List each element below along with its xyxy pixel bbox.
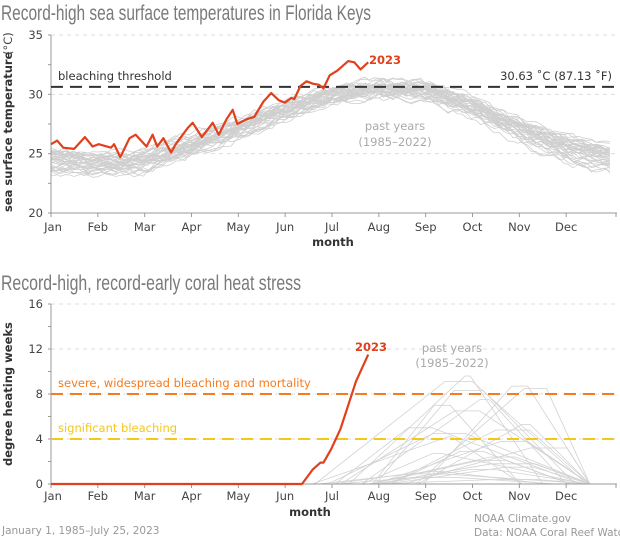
- sst-past-year-line: [50, 91, 610, 176]
- sst-past-year-line: [50, 79, 610, 167]
- sst-2023-line: [50, 60, 369, 159]
- sst-past-years-lines: [50, 76, 611, 178]
- x-tick-label-aug: Aug: [368, 220, 390, 234]
- x-tick-label-jan: Jan: [43, 489, 62, 503]
- significant-bleaching-label: significant bleaching: [58, 421, 177, 435]
- x-tick-label-jan: Jan: [43, 220, 62, 234]
- sst-x-axis-label: month: [312, 235, 354, 249]
- x-tick-label-feb: Feb: [88, 489, 108, 503]
- x-tick-label-oct: Oct: [463, 220, 483, 234]
- dhw-2023-line: [51, 354, 370, 486]
- sst-past-year-line: [50, 91, 610, 175]
- x-tick-label-jun: Jun: [275, 220, 294, 234]
- sst-past-years-range: (1985–2022): [358, 135, 431, 149]
- x-tick-label-mar: Mar: [134, 220, 156, 234]
- dhw-y-axis-label: degree heating weeks: [1, 322, 15, 466]
- credit-text: NOAA Climate.gov: [474, 513, 571, 525]
- dhw-past-year-line: [51, 390, 613, 485]
- y-tick-label: 12: [28, 342, 43, 356]
- sst-past-year-line: [50, 83, 611, 159]
- sst-past-year-line: [50, 77, 610, 161]
- sst-chart-title: Record-high sea surface temperatures in …: [1, 2, 371, 25]
- sst-past-year-line: [50, 93, 611, 174]
- sst-past-years-label: past years: [365, 119, 425, 133]
- dhw-past-year-line: [51, 433, 613, 485]
- x-tick-label-nov: Nov: [508, 489, 531, 503]
- x-tick-label-jul: Jul: [324, 489, 339, 503]
- x-tick-label-sep: Sep: [415, 220, 437, 234]
- date-range-note: January 1, 1985–July 25, 2023: [1, 525, 159, 537]
- dhw-past-year-line: [51, 385, 613, 485]
- x-tick-label-mar: Mar: [134, 489, 156, 503]
- data-source-text: Data: NOAA Coral Reef Watch: [474, 527, 620, 539]
- sst-axis-ticks: 20 25 30 35 Jan Feb Mar Apr May Jun Jul Aug Sep Oct No…: [28, 28, 617, 234]
- dhw-chart-title: Record-high, record-early coral heat str…: [1, 272, 301, 295]
- x-tick-label-sep: Sep: [415, 489, 437, 503]
- sst-2023-label: 2023: [369, 53, 401, 67]
- dhw-past-year-line: [51, 388, 613, 485]
- sst-past-year-line: [50, 84, 611, 178]
- dhw-x-axis-label: month: [289, 505, 331, 519]
- y-tick-label: 0: [36, 477, 43, 491]
- y-tick-label: 20: [28, 206, 43, 220]
- dhw-past-year-line: [51, 447, 613, 485]
- sst-y-axis-unit: (°C): [1, 32, 15, 55]
- sst-past-year-line: [50, 84, 611, 165]
- sst-y-axis-label: sea surface temperature: [1, 51, 15, 212]
- dhw-past-years-label: past years: [422, 341, 482, 355]
- x-tick-label-aug: Aug: [368, 489, 390, 503]
- sst-past-year-line: [50, 89, 611, 177]
- x-tick-label-apr: Apr: [182, 489, 202, 503]
- bleaching-threshold-value: 30.63 ˚C (87.13 ˚F): [500, 68, 612, 83]
- y-tick-label: 8: [36, 387, 43, 401]
- dhw-2023-label: 2023: [355, 340, 387, 354]
- x-tick-label-dec: Dec: [555, 489, 577, 503]
- dhw-gridlines: [51, 303, 617, 440]
- x-tick-label-may: May: [226, 489, 250, 503]
- x-tick-label-apr: Apr: [182, 220, 202, 234]
- x-tick-label-dec: Dec: [555, 220, 577, 234]
- severe-bleaching-label: severe, widespread bleaching and mortali…: [58, 376, 311, 390]
- x-tick-label-feb: Feb: [88, 220, 108, 234]
- y-tick-label: 25: [28, 147, 43, 161]
- x-tick-label-jul: Jul: [324, 220, 339, 234]
- bleaching-threshold-label: bleaching threshold: [58, 69, 172, 83]
- sst-past-year-line: [50, 79, 610, 164]
- x-tick-label-may: May: [226, 220, 250, 234]
- y-tick-label: 16: [28, 297, 43, 311]
- y-tick-label: 30: [28, 87, 43, 101]
- y-tick-label: 35: [28, 28, 43, 42]
- y-tick-label: 4: [36, 432, 43, 446]
- sst-chart: Record-high sea surface temperatures in …: [1, 2, 617, 249]
- x-tick-label-nov: Nov: [508, 220, 531, 234]
- dhw-chart: Record-high, record-early coral heat str…: [1, 272, 617, 519]
- x-tick-label-oct: Oct: [463, 489, 483, 503]
- dhw-past-years-range: (1985–2022): [415, 356, 488, 370]
- x-tick-label-jun: Jun: [275, 489, 294, 503]
